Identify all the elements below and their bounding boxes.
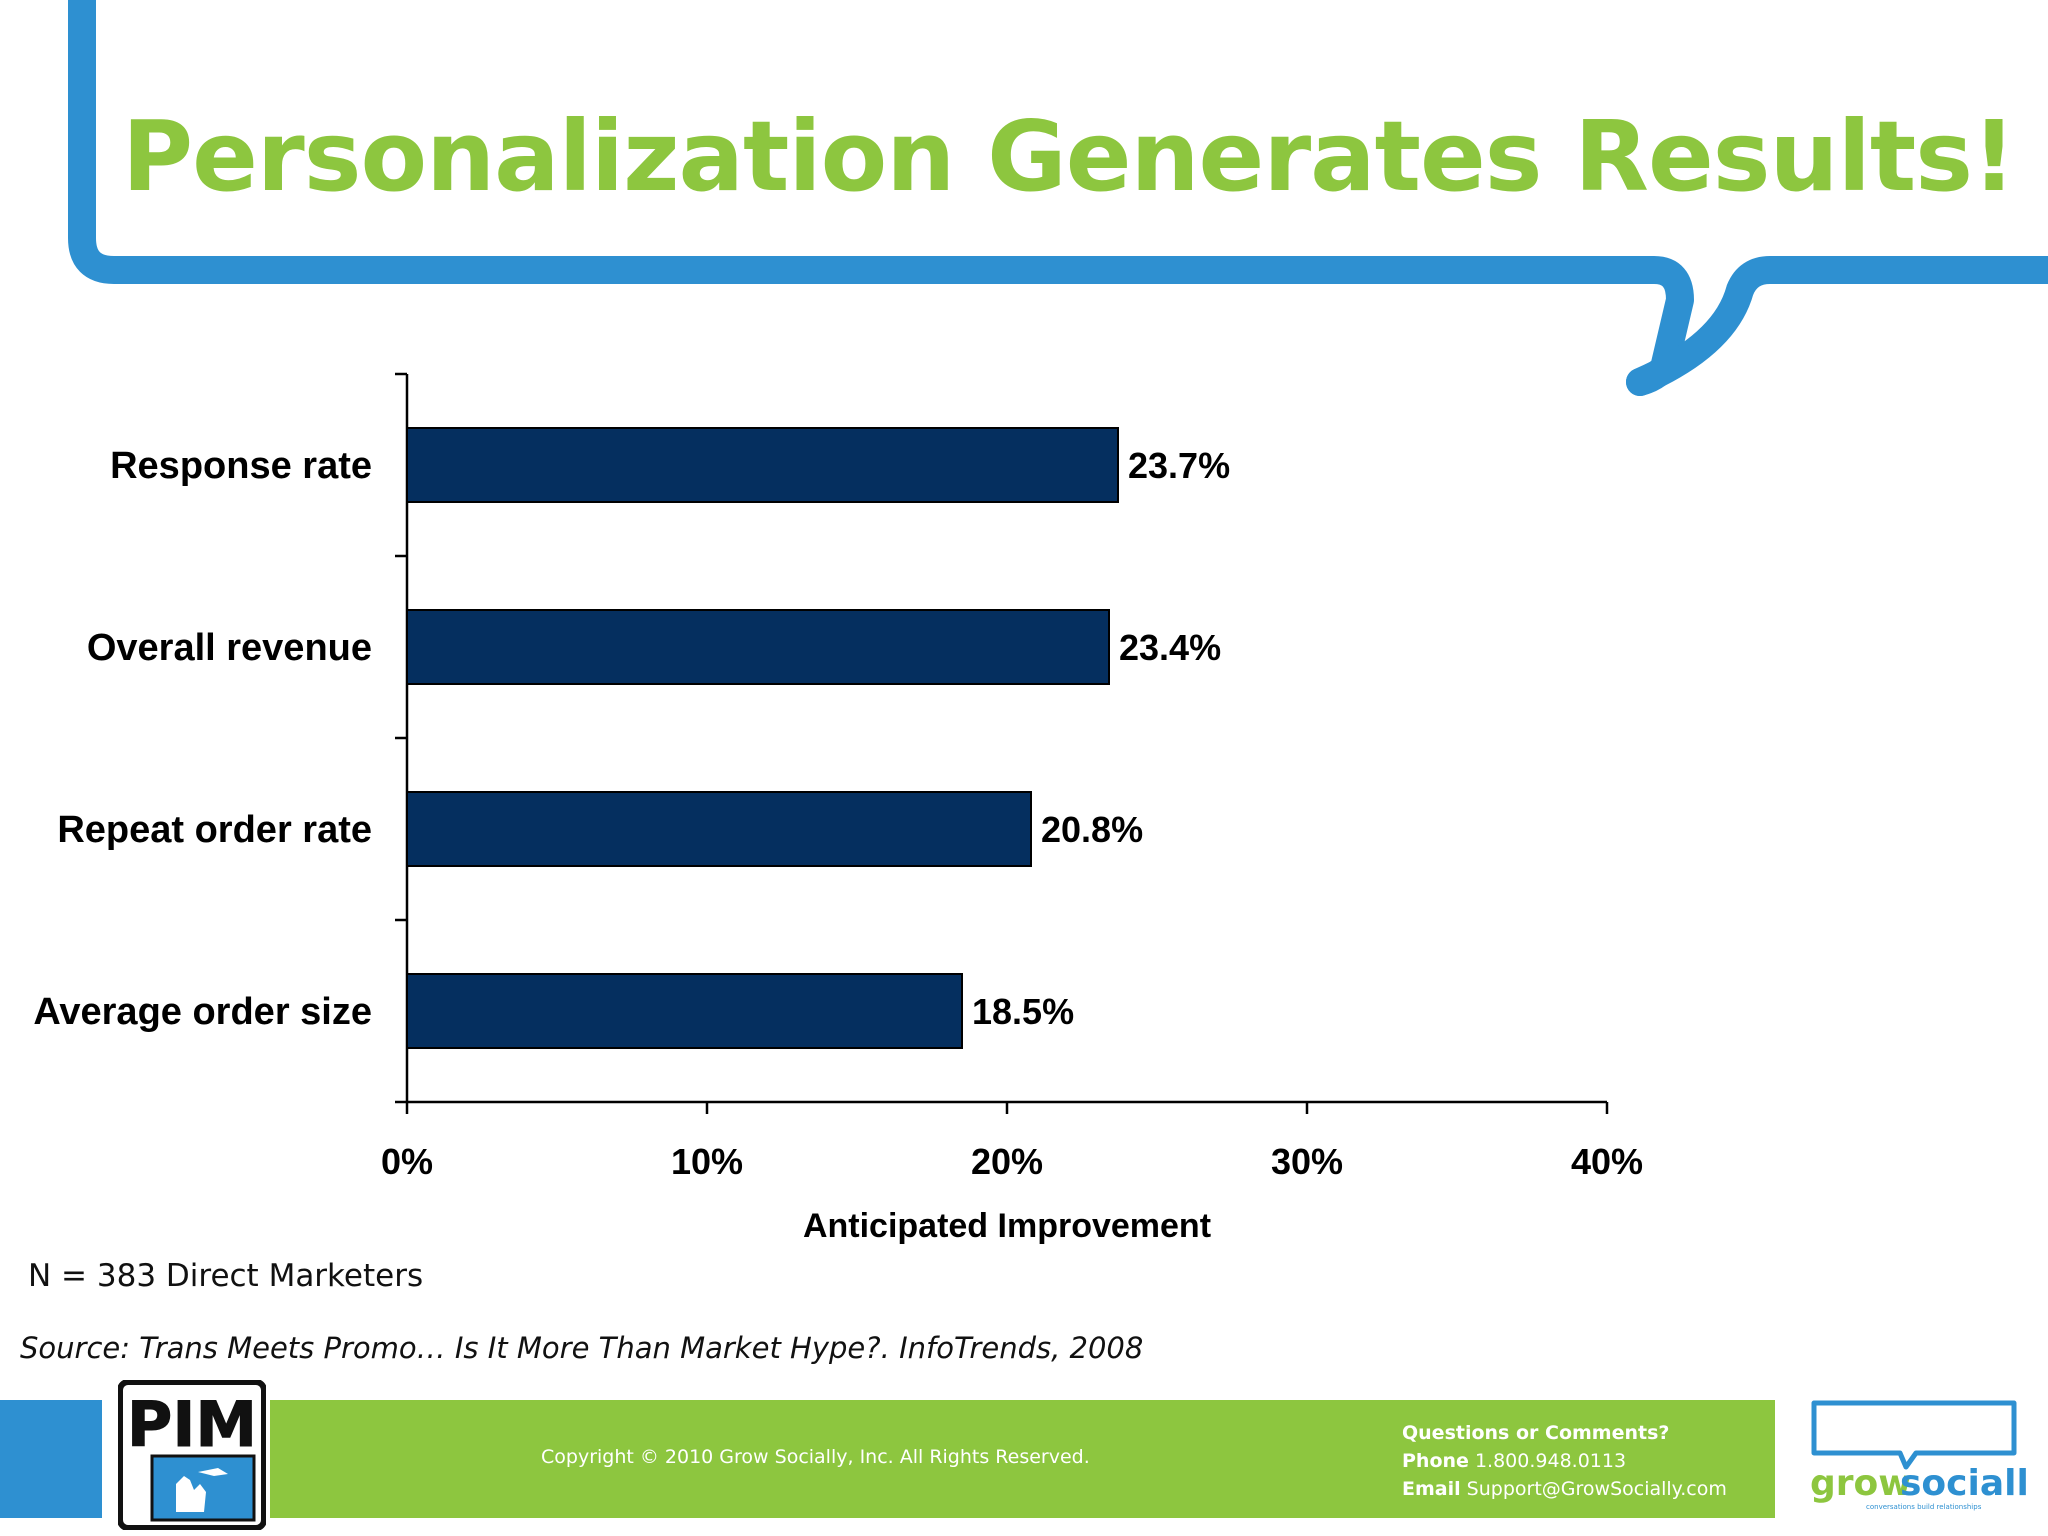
data-label: 18.5% (972, 991, 1074, 1032)
x-tick-label: 0% (381, 1141, 433, 1182)
bar (406, 973, 963, 1049)
email-label: Email (1402, 1478, 1461, 1500)
michigan-icon (176, 1468, 228, 1512)
data-label: 23.7% (1128, 445, 1230, 486)
phone-label: Phone (1402, 1450, 1469, 1472)
footer-bar (270, 1400, 1775, 1518)
email-address: Support@GrowSocially.com (1466, 1478, 1727, 1500)
speech-bubble-icon (1811, 1400, 2017, 1470)
category-label: Response rate (110, 445, 372, 487)
data-label: 20.8% (1041, 809, 1143, 850)
pim-logo: PIM (118, 1380, 266, 1530)
copyright-text: Copyright © 2010 Grow Socially, Inc. All… (541, 1446, 1090, 1468)
bar (406, 791, 1032, 867)
phone-number: 1.800.948.0113 (1474, 1450, 1627, 1472)
logo-word-socially: socially (1900, 1463, 2026, 1504)
speech-bubble-frame (68, 0, 2048, 396)
footer-blue-block (0, 1400, 102, 1518)
x-tick-label: 10% (671, 1141, 743, 1182)
contact-info: Questions or Comments? Phone 1.800.948.0… (1402, 1419, 1727, 1503)
logo-word-grow: grow (1810, 1463, 1912, 1504)
x-tick-label: 40% (1571, 1141, 1643, 1182)
pim-logo-text: PIM (127, 1388, 257, 1461)
bar-chart: 0% 10% 20% 30% 40% 23.7% Response rate 23.4% Ove… (33, 372, 1643, 1245)
category-label: Overall revenue (87, 627, 372, 669)
chart-labels: 0% 10% 20% 30% 40% 23.7% Response rate 23.4% Ove… (33, 445, 1643, 1245)
contact-heading: Questions or Comments? (1402, 1422, 1670, 1444)
sample-size-note: N = 383 Direct Marketers (28, 1258, 424, 1294)
x-axis-title: Anticipated Improvement (803, 1207, 1211, 1245)
x-tick-label: 20% (971, 1141, 1043, 1182)
page-title: Personalization Generates Results! (122, 100, 2016, 213)
x-tick-label: 30% (1271, 1141, 1343, 1182)
bar (406, 427, 1119, 503)
logo-tagline: conversations build relationships (1866, 1503, 1982, 1511)
data-label: 23.4% (1119, 627, 1221, 668)
contact-phone: Phone 1.800.948.0113 (1402, 1447, 1727, 1475)
bar (406, 609, 1110, 685)
contact-email[interactable]: Email Support@GrowSocially.com (1402, 1475, 1727, 1503)
category-label: Repeat order rate (57, 809, 372, 851)
chart-bars (406, 427, 1119, 1049)
source-citation: Source: Trans Meets Promo… Is It More Th… (20, 1331, 1144, 1365)
category-label: Average order size (33, 991, 372, 1033)
grow-socially-logo: grow socially conversations build relati… (1810, 1400, 2026, 1511)
